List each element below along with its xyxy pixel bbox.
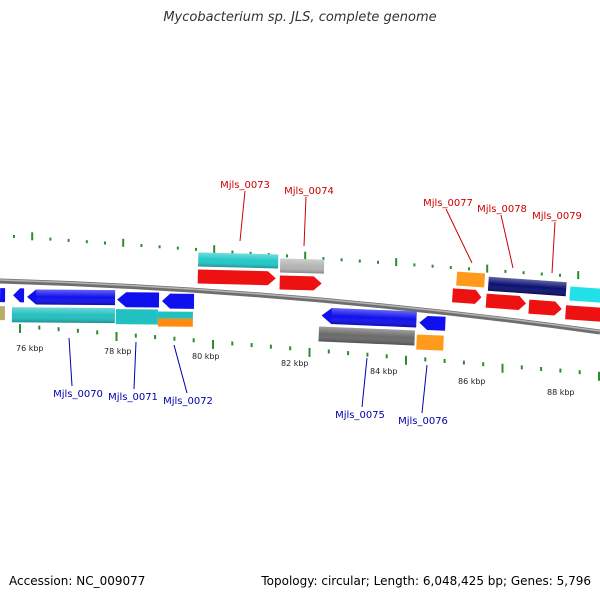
gene-label-forward[interactable]: Mjls_0078 <box>477 204 527 215</box>
genome-summary-text: Topology: circular; Length: 6,048,425 bp… <box>261 574 591 588</box>
gene-block-orange[interactable] <box>416 334 444 351</box>
accession-text: Accession: NC_009077 <box>9 574 146 588</box>
leader-line <box>445 208 473 264</box>
kbp-label: 88 kbp <box>547 388 575 397</box>
gene-arrow-red[interactable] <box>279 275 322 291</box>
leader-line <box>68 337 73 387</box>
gene-labels: Mjls_0073 Mjls_0074 Mjls_0077 Mjls_0078 Mjls… <box>53 180 582 427</box>
kbp-label: 80 kbp <box>192 352 220 361</box>
gene-label-forward[interactable]: Mjls_0073 <box>220 180 270 191</box>
kbp-label: 78 kbp <box>104 347 132 356</box>
gene-arrow-blue[interactable] <box>162 293 195 309</box>
gene-arrow-blue[interactable] <box>419 315 446 331</box>
leader-line <box>551 221 556 274</box>
reverse-strand-genes <box>0 288 446 351</box>
gene-label-reverse[interactable]: Mjls_0076 <box>398 416 448 427</box>
gene-label-forward[interactable]: Mjls_0077 <box>423 198 473 209</box>
genome-backbone <box>0 278 600 335</box>
gene-label-reverse[interactable]: Mjls_0070 <box>53 389 103 400</box>
gene-arrow-red[interactable] <box>528 299 562 316</box>
outer-tick-row <box>13 232 580 280</box>
gene-label-forward[interactable]: Mjls_0079 <box>532 211 582 222</box>
gene-label-reverse[interactable]: Mjls_0071 <box>108 392 158 403</box>
kbp-label: 82 kbp <box>281 359 309 368</box>
gene-label-reverse[interactable]: Mjls_0072 <box>163 396 213 407</box>
leader-line <box>173 344 188 394</box>
kbp-label: 84 kbp <box>370 367 398 376</box>
kbp-scale-labels: 76 kbp 78 kbp 80 kbp 82 kbp 84 kbp 86 kbp 88 k… <box>16 344 575 397</box>
forward-strand-genes <box>197 252 600 323</box>
gene-block-cyan[interactable] <box>115 309 158 325</box>
leader-line <box>361 357 368 408</box>
gene-arrow-red[interactable] <box>451 288 482 304</box>
gene-label-reverse[interactable]: Mjls_0075 <box>335 410 385 421</box>
leader-line <box>303 196 307 247</box>
gene-block-orange[interactable] <box>157 318 193 327</box>
gene-arrow-blue[interactable] <box>117 292 160 308</box>
gene-block-cyan[interactable] <box>569 286 600 304</box>
kbp-label: 86 kbp <box>458 377 486 386</box>
map-title: Mycobacterium sp. JLS, complete genome <box>163 10 437 25</box>
gene-arrow-red[interactable] <box>197 269 276 286</box>
leader-line <box>239 190 246 242</box>
inner-tick-row <box>19 324 600 381</box>
kbp-label: 76 kbp <box>16 344 44 353</box>
gene-arrow-red[interactable] <box>485 293 527 311</box>
gene-label-forward[interactable]: Mjls_0074 <box>284 186 334 197</box>
leader-line <box>421 364 428 414</box>
gene-block-orange[interactable] <box>456 271 486 288</box>
leader-line <box>500 214 514 269</box>
gene-label-leaders <box>68 190 556 414</box>
gene-arrow-blue[interactable] <box>13 288 25 303</box>
gene-block-red[interactable] <box>565 305 600 323</box>
leader-line <box>133 341 137 390</box>
